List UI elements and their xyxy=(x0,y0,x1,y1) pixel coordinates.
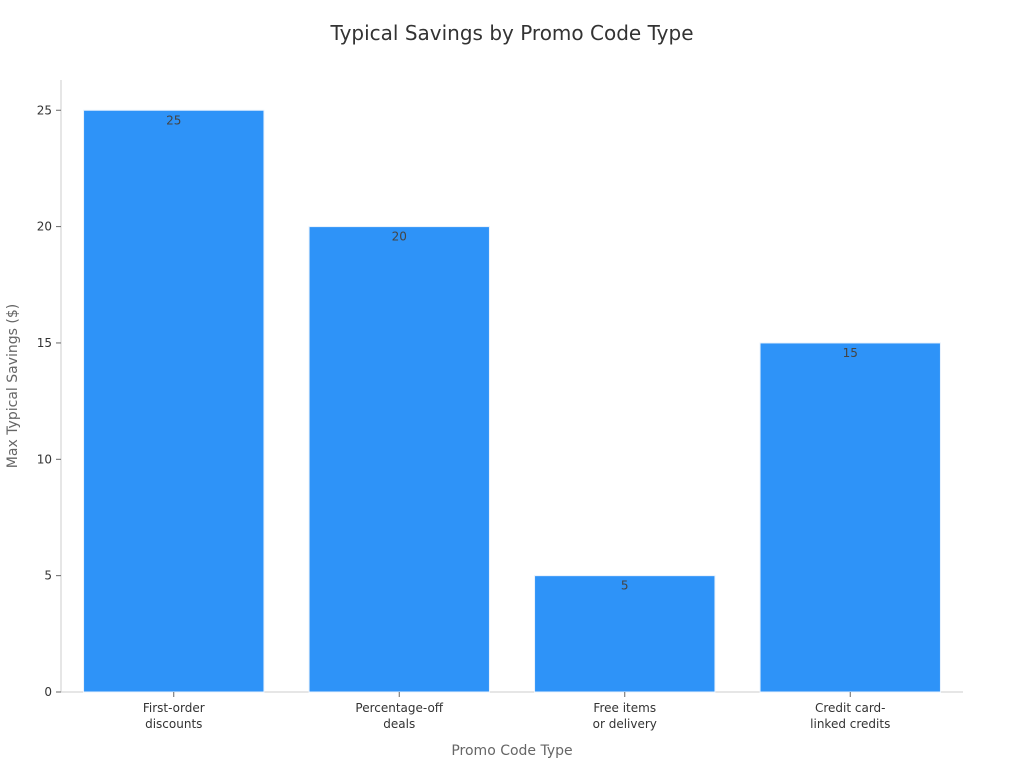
data-label-3: 15 xyxy=(843,346,858,360)
x-tick-label-line: linked credits xyxy=(810,717,890,731)
y-tick-label-4: 20 xyxy=(37,220,52,234)
y-axis-title: Max Typical Savings ($) xyxy=(5,304,21,468)
x-tick-label-3: Credit card-linked credits xyxy=(810,701,890,731)
y-tick-label-3: 15 xyxy=(37,336,52,350)
y-tick-label-5: 25 xyxy=(37,103,52,117)
x-tick-label-2: Free items or delivery xyxy=(593,701,657,731)
x-tick-label-line: Credit card- xyxy=(815,701,886,715)
x-axis-title: Promo Code Type xyxy=(451,743,572,759)
bar-1 xyxy=(308,226,490,693)
y-tick-label-1: 5 xyxy=(44,569,52,583)
data-label-2: 5 xyxy=(621,579,629,593)
x-tick-label-line: or delivery xyxy=(593,717,657,731)
x-ticks-group: First-order discounts Percentage-off deals F… xyxy=(143,692,890,731)
bar-3 xyxy=(759,342,941,693)
x-tick-label-line: discounts xyxy=(145,717,202,731)
bar-0 xyxy=(83,109,265,693)
x-tick-label-line: First-order xyxy=(143,701,205,715)
y-ticks-group: 0 5 10 15 20 25 xyxy=(37,103,61,699)
x-tick-label-1: Percentage-off deals xyxy=(355,701,443,731)
y-tick-label-2: 10 xyxy=(37,452,52,466)
x-tick-label-0: First-order discounts xyxy=(143,701,205,731)
data-label-1: 20 xyxy=(392,230,407,244)
y-tick-label-0: 0 xyxy=(44,685,52,699)
x-tick-label-line: Free items xyxy=(593,701,656,715)
x-tick-label-line: deals xyxy=(383,717,415,731)
bar-2 xyxy=(534,575,716,693)
chart-title: Typical Savings by Promo Code Type xyxy=(329,21,693,45)
x-tick-label-line: Percentage-off xyxy=(355,701,443,715)
bars-group xyxy=(83,109,941,693)
data-label-0: 25 xyxy=(166,113,181,127)
data-labels-group: 25 20 5 15 xyxy=(166,113,858,592)
